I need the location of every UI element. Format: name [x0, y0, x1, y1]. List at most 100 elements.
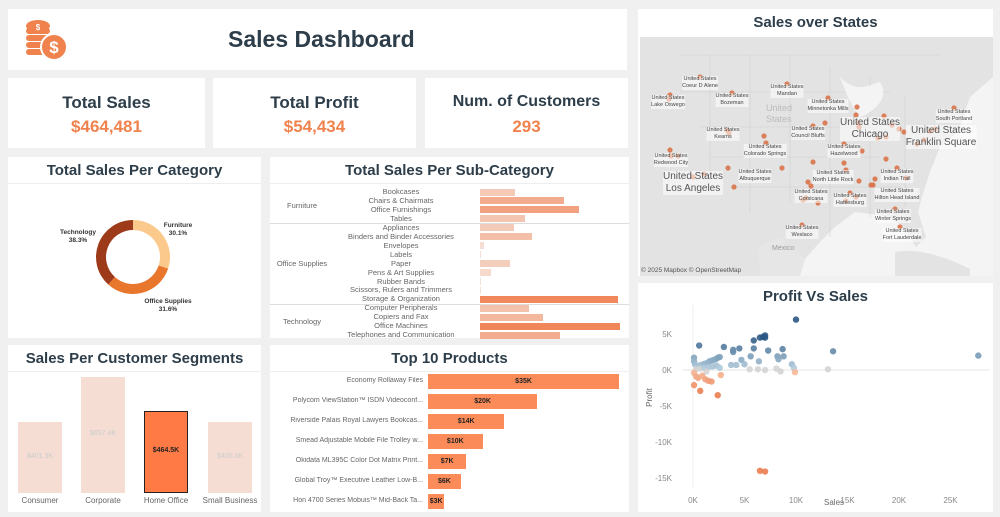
city-sales-dot[interactable] [883, 156, 889, 162]
donut-slice[interactable] [108, 265, 169, 294]
x-tick-label: 20K [892, 496, 907, 505]
subcategory-bar[interactable] [480, 224, 514, 232]
scatter-point[interactable] [777, 368, 784, 375]
scatter-point[interactable] [761, 366, 769, 374]
scatter-point[interactable] [714, 392, 721, 399]
city-sales-dot[interactable] [667, 147, 673, 153]
product-bar[interactable] [428, 434, 483, 449]
scatter-point[interactable] [829, 348, 837, 355]
subcategory-label: Copiers and Fax [373, 312, 429, 322]
subcategory-bar[interactable] [480, 313, 544, 321]
donut-slice[interactable] [133, 220, 170, 269]
scatter-point[interactable] [775, 356, 782, 363]
scatter-point[interactable] [695, 342, 703, 349]
city-sales-dot[interactable] [859, 148, 865, 154]
city-sales-dot[interactable] [810, 159, 816, 165]
scatter-point[interactable] [697, 387, 704, 395]
subcategory-bar[interactable] [480, 215, 525, 223]
scatter-point[interactable] [824, 366, 832, 373]
product-bar[interactable] [428, 414, 505, 429]
city-sales-dot[interactable] [761, 133, 767, 139]
donut-slice[interactable] [96, 220, 133, 285]
scatter-point[interactable] [779, 345, 786, 353]
scatter-point[interactable] [716, 364, 723, 372]
scatter-point[interactable] [780, 353, 787, 360]
scatter-point[interactable] [755, 358, 763, 365]
segment-bar[interactable] [18, 422, 62, 493]
scatter-point[interactable] [727, 361, 735, 369]
city-sales-dot[interactable] [853, 112, 859, 118]
subcategory-bar[interactable] [480, 233, 533, 241]
city-sales-dot[interactable] [725, 165, 731, 171]
subcategory-bar[interactable] [480, 188, 516, 196]
scatter-point[interactable] [750, 337, 757, 344]
subcategory-bar[interactable] [480, 197, 564, 205]
sales-map[interactable]: United States Mexico United States Coeur … [640, 37, 993, 276]
scatter-point[interactable] [733, 361, 740, 369]
scatter-point[interactable] [756, 467, 764, 474]
product-bar[interactable] [428, 474, 461, 489]
subcategory-bar[interactable] [480, 304, 529, 312]
product-bar[interactable] [428, 374, 620, 389]
city-label: United States Winter Springs [874, 209, 912, 223]
city-name: North Little Rock [812, 177, 854, 183]
product-value-label: $10K [446, 438, 464, 445]
scatter-point[interactable] [717, 371, 725, 379]
city-sales-dot[interactable] [872, 176, 878, 182]
city-sales-dot[interactable] [854, 104, 860, 110]
city-sales-dot[interactable] [901, 129, 907, 135]
subcategory-bar[interactable] [480, 322, 620, 330]
scatter-point[interactable] [764, 347, 772, 354]
scatter-point[interactable] [690, 381, 698, 389]
scatter-point[interactable] [791, 368, 799, 376]
kpi-value: 293 [512, 117, 541, 136]
x-axis-label: Sales [824, 498, 845, 507]
segment-bar[interactable] [81, 376, 125, 493]
scatter-point[interactable] [761, 468, 769, 475]
scatter-point[interactable] [729, 348, 737, 356]
subcategory-label: Office Furnishings [370, 204, 432, 214]
map-attribution[interactable]: © 2025 Mapbox © OpenStreetMap [641, 267, 742, 274]
city-sales-dot[interactable] [805, 179, 811, 185]
scatter-point[interactable] [716, 353, 723, 361]
scatter-point[interactable] [747, 353, 754, 360]
city-sales-dot[interactable] [856, 178, 862, 184]
product-bar[interactable] [428, 494, 445, 509]
scatter-point[interactable] [746, 366, 753, 373]
subcategory-bar[interactable] [480, 242, 484, 250]
subcategory-bar[interactable] [480, 206, 579, 214]
subcategory-bar[interactable] [480, 295, 619, 303]
subcategory-bar[interactable] [480, 251, 481, 259]
product-bar[interactable] [428, 454, 467, 469]
scatter-point[interactable] [703, 368, 710, 375]
subcategory-label: Pens & Art Supplies [367, 267, 435, 277]
segment-bar[interactable] [144, 411, 188, 493]
scatter-point[interactable] [761, 334, 769, 341]
segment-value-label: $401.3K [26, 452, 54, 460]
city-sales-dot[interactable] [808, 183, 814, 189]
city-sales-dot[interactable] [868, 182, 874, 188]
scatter-point[interactable] [741, 361, 748, 368]
city-sales-dot[interactable] [822, 120, 828, 126]
scatter-point[interactable] [736, 345, 743, 352]
city-sales-dot[interactable] [779, 165, 785, 171]
city-sales-dot[interactable] [731, 184, 737, 190]
scatter-point[interactable] [750, 345, 757, 352]
country-name: United States [715, 93, 749, 99]
scatter-point[interactable] [975, 352, 982, 359]
subcategory-bar[interactable] [480, 331, 561, 339]
city-label: United States Minnetonka Mills [807, 99, 849, 113]
scatter-point[interactable] [792, 316, 800, 323]
scatter-point[interactable] [720, 343, 728, 351]
product-bar[interactable] [428, 394, 538, 409]
segment-bar[interactable] [208, 422, 252, 493]
country-name: United States [839, 117, 901, 128]
scatter-point[interactable] [708, 378, 715, 385]
subcategory-bar[interactable] [480, 269, 492, 277]
subcategory-bar[interactable] [480, 260, 510, 268]
subcategory-bar[interactable] [480, 278, 481, 285]
scatter-point[interactable] [754, 366, 762, 373]
subcategory-bar[interactable] [480, 286, 481, 294]
subcategory-label: Scissors, Rulers and Trimmers [349, 285, 453, 295]
city-sales-dot[interactable] [841, 160, 847, 166]
